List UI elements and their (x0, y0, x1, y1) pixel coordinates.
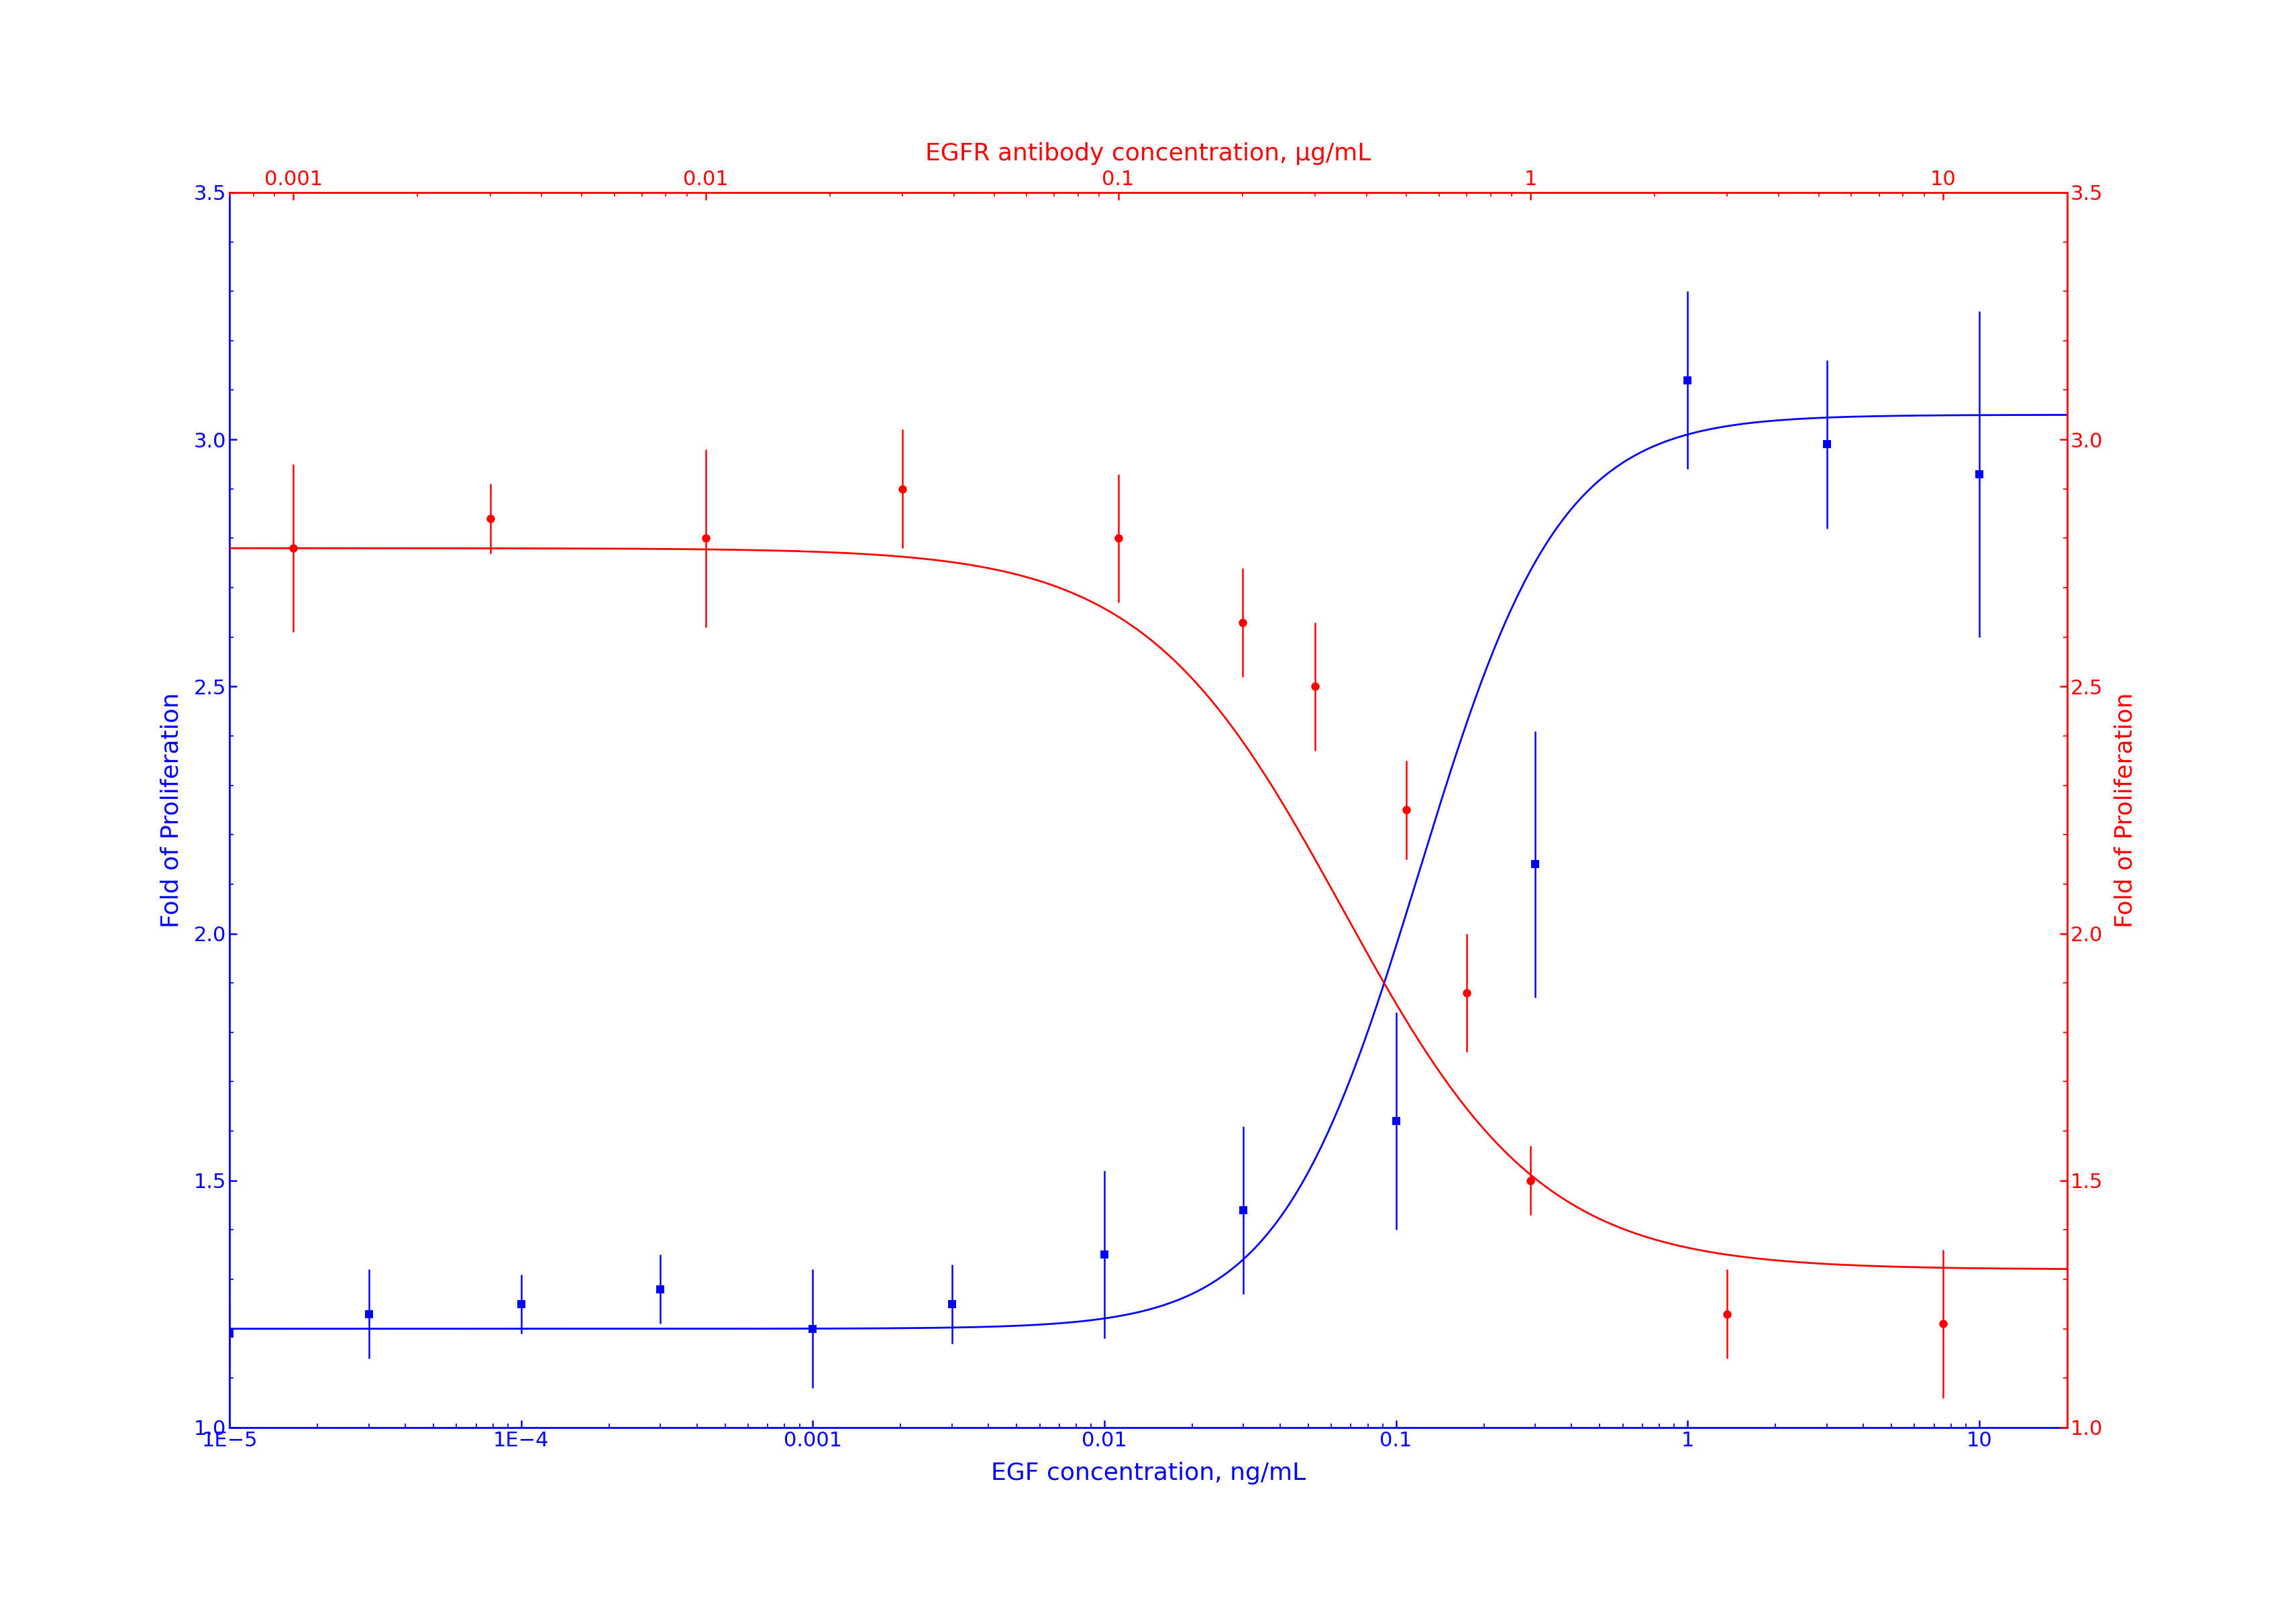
Y-axis label: Fold of Proliferation: Fold of Proliferation (161, 693, 184, 927)
X-axis label: EGFR antibody concentration, μg/mL: EGFR antibody concentration, μg/mL (925, 143, 1371, 165)
Y-axis label: Fold of Proliferation: Fold of Proliferation (2112, 693, 2135, 927)
X-axis label: EGF concentration, ng/mL: EGF concentration, ng/mL (990, 1461, 1306, 1484)
